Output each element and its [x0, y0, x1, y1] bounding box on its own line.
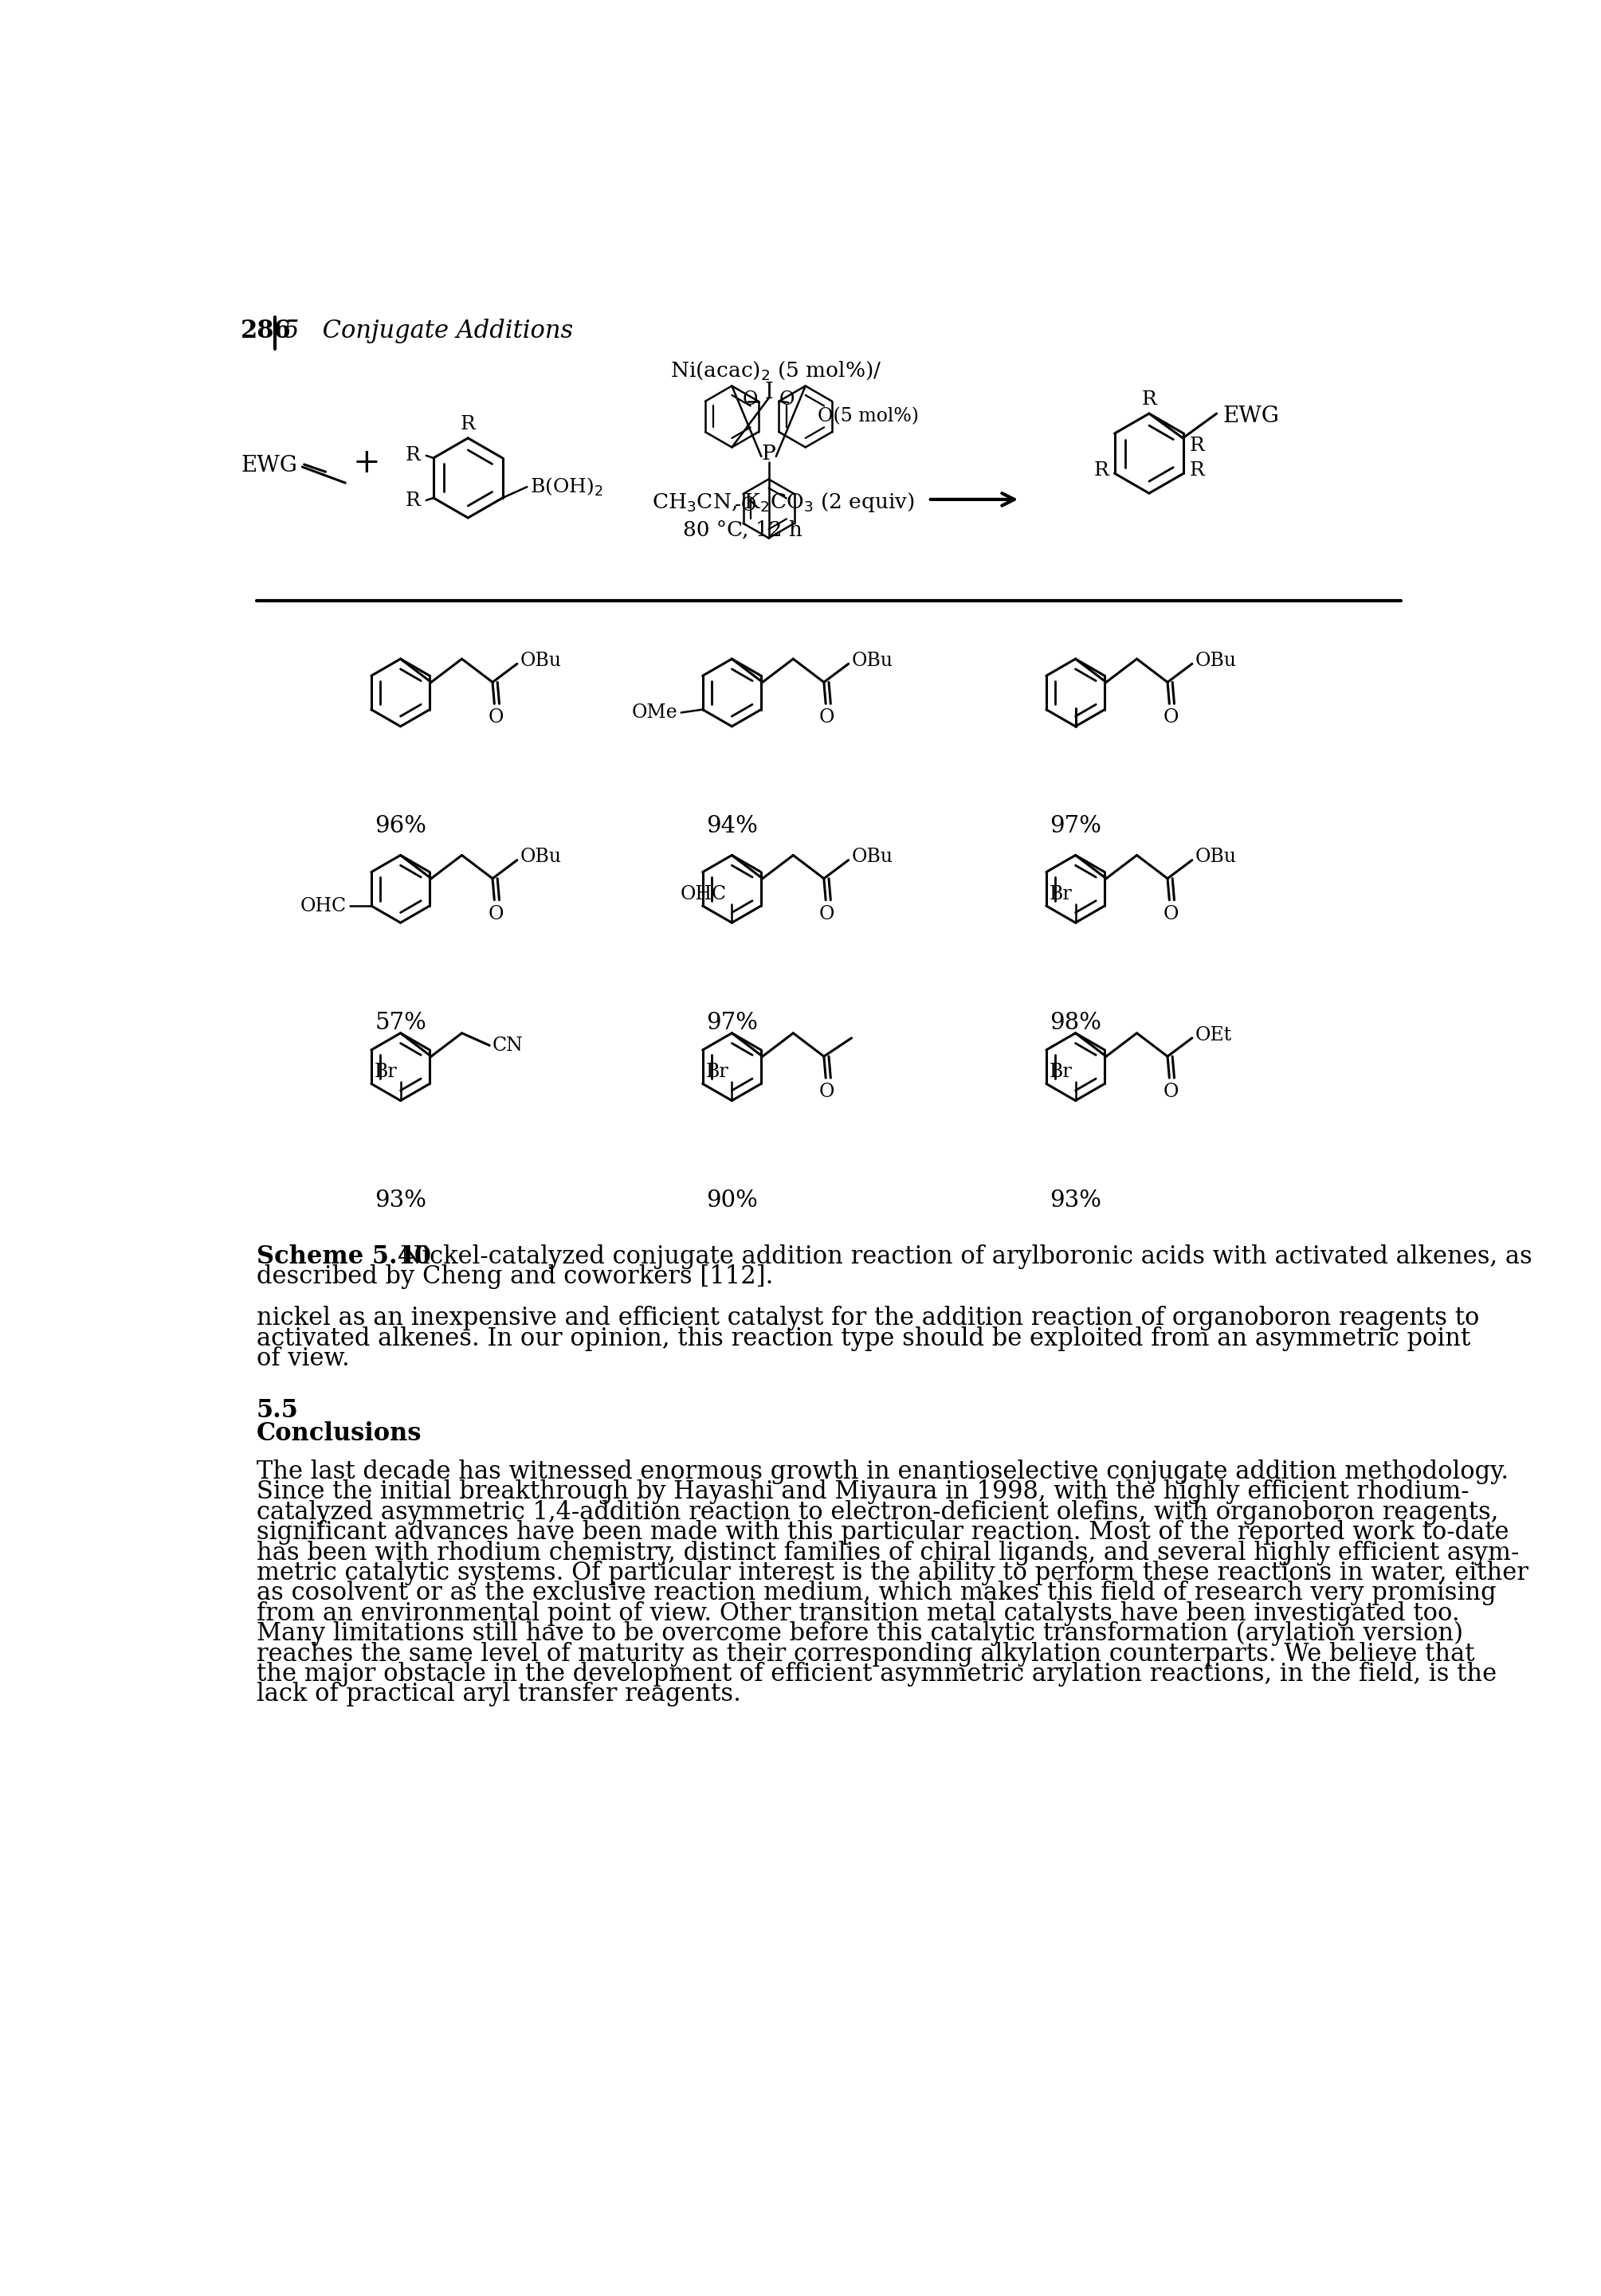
- Text: Nickel-catalyzed conjugate addition reaction of arylboronic acids with activated: Nickel-catalyzed conjugate addition reac…: [386, 1244, 1532, 1270]
- Text: Ni(acac)$_2$ (5 mol%)/: Ni(acac)$_2$ (5 mol%)/: [671, 360, 882, 381]
- Text: 80 °C, 12 h: 80 °C, 12 h: [682, 521, 802, 540]
- Text: R: R: [405, 491, 419, 510]
- Text: catalyzed asymmetric 1,4-addition reaction to electron-deficient olefins, with o: catalyzed asymmetric 1,4-addition reacti…: [256, 1499, 1499, 1525]
- Text: OHC: OHC: [680, 884, 727, 902]
- Text: nickel as an inexpensive and efficient catalyst for the addition reaction of org: nickel as an inexpensive and efficient c…: [256, 1306, 1479, 1332]
- Text: OBu: OBu: [852, 847, 893, 866]
- Text: Many limitations still have to be overcome before this catalytic transformation : Many limitations still have to be overco…: [256, 1621, 1463, 1646]
- Text: significant advances have been made with this particular reaction. Most of the r: significant advances have been made with…: [256, 1520, 1508, 1545]
- Text: OEt: OEt: [1194, 1026, 1233, 1045]
- Text: Br: Br: [706, 1063, 728, 1081]
- Text: 93%: 93%: [375, 1189, 426, 1212]
- Text: R: R: [1190, 461, 1204, 480]
- Text: OBu: OBu: [1194, 652, 1236, 670]
- Text: reaches the same level of maturity as their corresponding alkylation counterpart: reaches the same level of maturity as th…: [256, 1642, 1475, 1667]
- Text: 90%: 90%: [706, 1189, 757, 1212]
- Text: O(5 mol%): O(5 mol%): [818, 406, 919, 425]
- Text: activated alkenes. In our opinion, this reaction type should be exploited from a: activated alkenes. In our opinion, this …: [256, 1327, 1470, 1350]
- Text: R: R: [1142, 390, 1156, 409]
- Text: O: O: [1162, 709, 1178, 728]
- Text: R: R: [461, 416, 475, 434]
- Text: O: O: [820, 905, 834, 923]
- Text: described by Cheng and coworkers [112].: described by Cheng and coworkers [112].: [256, 1265, 773, 1288]
- Text: Br: Br: [1050, 884, 1073, 902]
- Text: Br: Br: [375, 1063, 397, 1081]
- Text: +: +: [352, 445, 381, 480]
- Text: Br: Br: [1050, 1063, 1073, 1081]
- Text: EWG: EWG: [1223, 406, 1279, 427]
- Text: O: O: [820, 1084, 834, 1102]
- Text: O: O: [488, 709, 503, 728]
- Text: CN: CN: [493, 1035, 524, 1054]
- Text: lack of practical aryl transfer reagents.: lack of practical aryl transfer reagents…: [256, 1683, 741, 1706]
- Text: OBu: OBu: [520, 652, 562, 670]
- Text: O: O: [743, 390, 757, 409]
- Text: the major obstacle in the development of efficient asymmetric arylation reaction: the major obstacle in the development of…: [256, 1662, 1497, 1688]
- Text: 57%: 57%: [375, 1013, 426, 1033]
- Text: has been with rhodium chemistry, distinct families of chiral ligands, and severa: has been with rhodium chemistry, distinc…: [256, 1541, 1519, 1566]
- Text: metric catalytic systems. Of particular interest is the ability to perform these: metric catalytic systems. Of particular …: [256, 1561, 1527, 1584]
- Text: OHC: OHC: [301, 898, 347, 916]
- Text: 286: 286: [240, 319, 291, 342]
- Text: 97%: 97%: [1050, 815, 1101, 838]
- Text: O: O: [1162, 905, 1178, 923]
- Text: O: O: [1162, 1084, 1178, 1102]
- Text: OBu: OBu: [1194, 847, 1236, 866]
- Text: 97%: 97%: [706, 1013, 757, 1033]
- Text: OBu: OBu: [520, 847, 562, 866]
- Text: O: O: [780, 390, 794, 409]
- Text: of view.: of view.: [256, 1345, 349, 1371]
- Text: 98%: 98%: [1050, 1013, 1101, 1033]
- Text: The last decade has witnessed enormous growth in enantioselective conjugate addi: The last decade has witnessed enormous g…: [256, 1460, 1508, 1483]
- Text: Since the initial breakthrough by Hayashi and Miyaura in 1998, with the highly e: Since the initial breakthrough by Hayash…: [256, 1479, 1468, 1504]
- Text: I: I: [764, 381, 773, 402]
- Text: 94%: 94%: [706, 815, 757, 838]
- Text: as cosolvent or as the exclusive reaction medium, which makes this field of rese: as cosolvent or as the exclusive reactio…: [256, 1582, 1495, 1605]
- Text: CH$_3$CN, K$_2$CO$_3$ (2 equiv): CH$_3$CN, K$_2$CO$_3$ (2 equiv): [652, 491, 914, 514]
- Text: EWG: EWG: [240, 455, 298, 478]
- Text: 5   Conjugate Additions: 5 Conjugate Additions: [283, 319, 573, 342]
- Text: Conclusions: Conclusions: [256, 1421, 421, 1446]
- Text: B(OH)$_2$: B(OH)$_2$: [530, 475, 604, 498]
- Text: -O: -O: [735, 496, 757, 514]
- Text: OBu: OBu: [852, 652, 893, 670]
- Text: OMe: OMe: [632, 703, 679, 721]
- Text: O: O: [488, 905, 503, 923]
- Text: 93%: 93%: [1050, 1189, 1101, 1212]
- Text: from an environmental point of view. Other transition metal catalysts have been : from an environmental point of view. Oth…: [256, 1600, 1460, 1626]
- Text: Scheme 5.40: Scheme 5.40: [256, 1244, 431, 1270]
- Text: R: R: [1093, 461, 1108, 480]
- Text: R: R: [405, 445, 419, 464]
- Text: P: P: [762, 443, 776, 464]
- Text: 5.5: 5.5: [256, 1398, 298, 1424]
- Text: 96%: 96%: [375, 815, 426, 838]
- Text: O: O: [820, 709, 834, 728]
- Text: R: R: [1190, 436, 1204, 455]
